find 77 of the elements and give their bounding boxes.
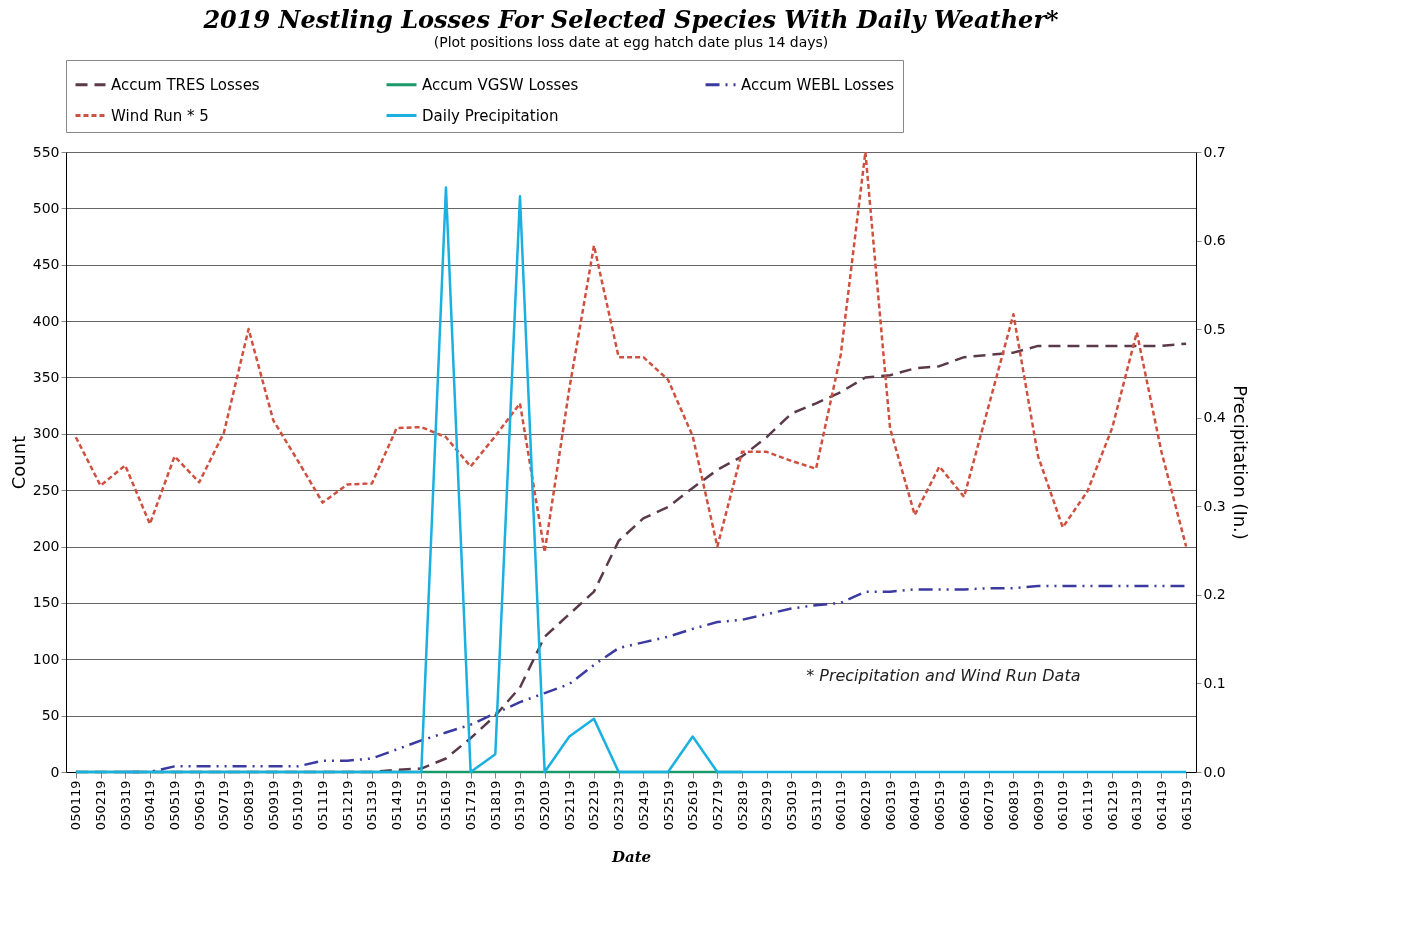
x-axis-title: Date (610, 848, 652, 867)
x-tick-label: 052819 (734, 780, 750, 831)
x-tick-label: 052719 (709, 780, 725, 831)
x-tick-label: 060319 (882, 780, 898, 831)
y-tick-label: 350 (32, 368, 60, 385)
x-tick-label: 052519 (660, 780, 676, 831)
x-tick-label: 061019 (1055, 780, 1071, 831)
x-tick-label: 060419 (907, 780, 923, 831)
y2-axis-title: Precipitation (In.) (1229, 385, 1251, 540)
y2-tick-label: 0.6 (1203, 232, 1226, 249)
x-tick-label: 051419 (389, 780, 405, 831)
x-tick-label: 061519 (1178, 780, 1194, 831)
y2-tick-label: 0.4 (1203, 409, 1226, 426)
legend-label: Accum VGSW Losses (422, 75, 579, 94)
x-tick-label: 051319 (364, 780, 380, 831)
x-tick-label: 061419 (1153, 780, 1169, 831)
legend-label: Wind Run * 5 (111, 106, 209, 125)
x-tick-label: 060219 (857, 780, 873, 831)
legend-label: Accum TRES Losses (111, 75, 260, 94)
x-tick-label: 050519 (167, 780, 183, 831)
x-tick-label: 052119 (561, 780, 577, 831)
y-tick-label: 300 (32, 425, 60, 442)
x-tick-label: 060619 (956, 780, 972, 831)
y2-tick-label: 0.5 (1203, 320, 1226, 337)
y-tick-label: 400 (32, 312, 60, 329)
x-tick-label: 052019 (537, 780, 553, 831)
y2-tick-label: 0.7 (1203, 143, 1226, 160)
y2-tick-label: 0.1 (1203, 674, 1226, 691)
x-tick-label: 051219 (339, 780, 355, 831)
x-tick-label: 051019 (290, 780, 306, 831)
x-tick-label: 053119 (808, 780, 824, 831)
x-tick-label: 060819 (1005, 780, 1021, 831)
x-tick-label: 050719 (216, 780, 232, 831)
x-tick-label: 051819 (487, 780, 503, 831)
y-tick-label: 500 (32, 199, 60, 216)
y-tick-label: 450 (32, 256, 60, 273)
x-tick-label: 052419 (635, 780, 651, 831)
y-tick-label: 0 (50, 763, 60, 780)
x-tick-label: 051619 (438, 780, 454, 831)
legend-label: Daily Precipitation (422, 106, 559, 125)
y-axis-title: Count (7, 435, 29, 490)
y2-tick-label: 0.2 (1203, 586, 1226, 603)
x-tick-label: 051719 (463, 780, 479, 831)
x-tick-label: 052319 (611, 780, 627, 831)
legend-label: Accum WEBL Losses (741, 75, 895, 94)
x-tick-label: 053019 (783, 780, 799, 831)
x-tick-label: 052619 (685, 780, 701, 831)
x-tick-label: 061119 (1079, 780, 1095, 831)
annotation: * Precipitation and Wind Run Data (806, 665, 1081, 685)
x-tick-label: 050819 (241, 780, 257, 831)
chart-title: 2019 Nestling Losses For Selected Species With Daily Weather* (202, 4, 1060, 34)
y-tick-label: 200 (32, 538, 60, 555)
y-tick-label: 100 (32, 650, 60, 667)
x-tick-label: 061219 (1104, 780, 1120, 831)
y-tick-label: 250 (32, 481, 60, 498)
y-tick-label: 550 (32, 143, 60, 160)
x-tick-label: 052919 (759, 780, 775, 831)
x-tick-label: 060519 (931, 780, 947, 831)
chart-subtitle: (Plot positions loss date at egg hatch date plus 14 days) (433, 33, 829, 50)
x-tick-label: 050319 (117, 780, 133, 831)
x-tick-label: 050119 (68, 780, 84, 831)
x-tick-label: 051919 (512, 780, 528, 831)
x-tick-label: 050619 (191, 780, 207, 831)
x-tick-label: 060719 (981, 780, 997, 831)
x-tick-label: 050219 (93, 780, 109, 831)
x-tick-label: 050419 (142, 780, 158, 831)
y2-tick-label: 0.0 (1203, 763, 1226, 780)
x-tick-label: 050919 (265, 780, 281, 831)
y-tick-label: 150 (32, 594, 60, 611)
x-tick-label: 051119 (315, 780, 331, 831)
x-tick-label: 061319 (1129, 780, 1145, 831)
x-tick-label: 060919 (1030, 780, 1046, 831)
x-tick-label: 051519 (413, 780, 429, 831)
x-tick-label: 052219 (586, 780, 602, 831)
x-tick-label: 060119 (833, 780, 849, 831)
y-tick-label: 50 (41, 707, 60, 724)
y2-tick-label: 0.3 (1203, 497, 1226, 514)
